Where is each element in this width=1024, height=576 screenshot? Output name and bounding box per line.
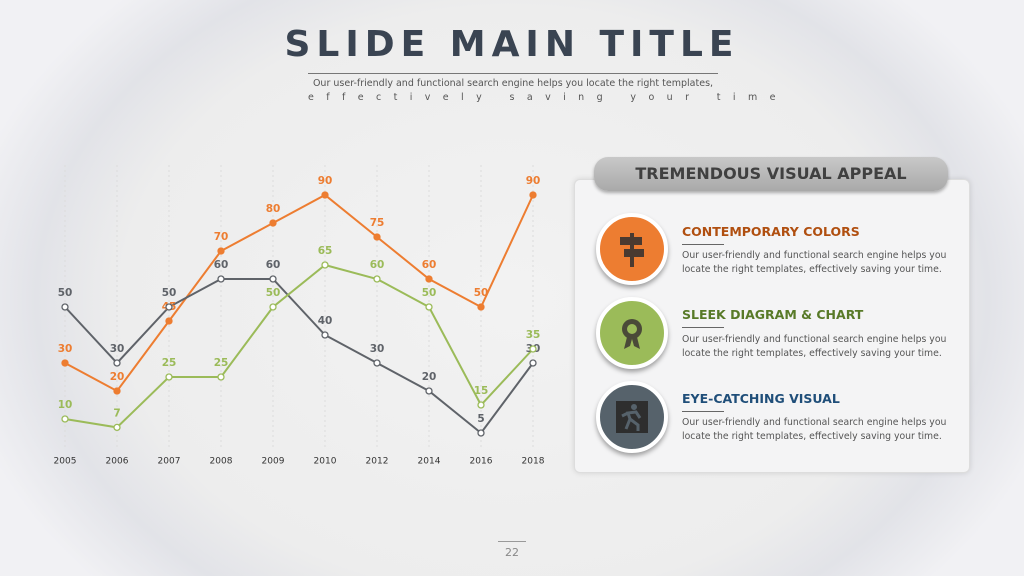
data-label: 7 [113, 407, 120, 419]
subtitle: effectively saving your time [308, 92, 788, 103]
icon-glyph [622, 319, 642, 349]
data-label: 30 [110, 343, 125, 355]
point [425, 387, 433, 395]
point [165, 303, 173, 311]
heading-rule [682, 411, 724, 412]
point [477, 303, 485, 311]
page-number: 22 [505, 546, 519, 559]
point [321, 331, 329, 339]
point [61, 359, 69, 367]
x-tick-label: 2018 [522, 457, 545, 467]
page-rule [498, 541, 526, 542]
data-label: 60 [214, 259, 229, 271]
x-tick-label: 2009 [262, 457, 285, 467]
item-heading: CONTEMPORARY COLORS [682, 224, 860, 239]
data-label: 15 [474, 385, 489, 397]
data-label: 35 [526, 329, 541, 341]
point [113, 359, 121, 367]
x-tick-label: 2008 [210, 457, 233, 467]
point [321, 191, 329, 199]
point [217, 275, 225, 283]
point [269, 219, 277, 227]
x-tick-label: 2005 [54, 457, 77, 467]
point [165, 317, 173, 325]
point [165, 373, 173, 381]
point [113, 387, 121, 395]
icon [596, 381, 668, 453]
data-label: 50 [266, 287, 281, 299]
point [321, 261, 329, 269]
x-tick-label: 2007 [158, 457, 181, 467]
data-label: 60 [422, 259, 437, 271]
data-label: 50 [474, 287, 489, 299]
data-label: 40 [318, 315, 333, 327]
data-label: 25 [162, 357, 177, 369]
point [217, 247, 225, 255]
item-text: Our user-friendly and functional search … [682, 334, 947, 359]
item-text: Our user-friendly and functional search … [682, 417, 947, 442]
item-heading: SLEEK DIAGRAM & CHART [682, 307, 864, 322]
point [477, 429, 485, 437]
point [113, 423, 121, 432]
point [217, 373, 225, 381]
point [373, 359, 381, 367]
data-label: 50 [162, 287, 177, 299]
data-label: 50 [58, 287, 73, 299]
icon-glyph [616, 401, 648, 433]
icon-glyph [620, 233, 644, 267]
data-label: 65 [318, 245, 333, 257]
x-tick-label: 2012 [366, 457, 389, 467]
x-tick-label: 2014 [418, 457, 441, 467]
title-rule [308, 73, 718, 74]
data-label: 60 [370, 259, 385, 271]
heading-rule [682, 327, 724, 328]
data-label: 30 [58, 343, 73, 355]
data-label: 10 [58, 399, 73, 411]
point [269, 303, 277, 311]
data-label: 5 [477, 413, 484, 425]
point [529, 345, 537, 353]
point [373, 233, 381, 241]
series-line [64, 278, 534, 435]
data-label: 90 [526, 175, 541, 187]
point [61, 303, 69, 311]
x-tick-label: 2006 [106, 457, 129, 467]
slide-title: SLIDE MAIN TITLE [284, 24, 740, 65]
data-label: 60 [266, 259, 281, 271]
data-label: 90 [318, 175, 333, 187]
point [529, 191, 537, 199]
point [477, 401, 485, 409]
series-line [64, 193, 534, 393]
panel-title: TREMENDOUS VISUAL APPEAL [594, 157, 948, 191]
item-heading: EYE-CATCHING VISUAL [682, 391, 840, 406]
data-label: 80 [266, 203, 281, 215]
data-label: 25 [214, 357, 229, 369]
point [425, 303, 433, 311]
data-label: 20 [110, 371, 125, 383]
heading-rule [682, 244, 724, 245]
data-label: 30 [370, 343, 385, 355]
point [61, 415, 69, 423]
data-label: 20 [422, 371, 437, 383]
chart: 2005 2006 2007 2008 2009 2010 2012 2014 2016 2018… [54, 165, 545, 467]
data-label: 50 [422, 287, 437, 299]
item-text: Our user-friendly and functional search … [682, 250, 947, 275]
point [529, 359, 537, 367]
series-line [64, 263, 534, 429]
data-label: 70 [214, 231, 229, 243]
data-label: 75 [370, 217, 385, 229]
x-tick-label: 2010 [314, 457, 337, 467]
point [373, 275, 381, 283]
point [269, 275, 277, 283]
point [425, 275, 433, 283]
subtitle: Our user-friendly and functional search … [312, 78, 714, 89]
icon [596, 213, 668, 285]
icon [596, 297, 668, 369]
x-tick-label: 2016 [470, 457, 493, 467]
